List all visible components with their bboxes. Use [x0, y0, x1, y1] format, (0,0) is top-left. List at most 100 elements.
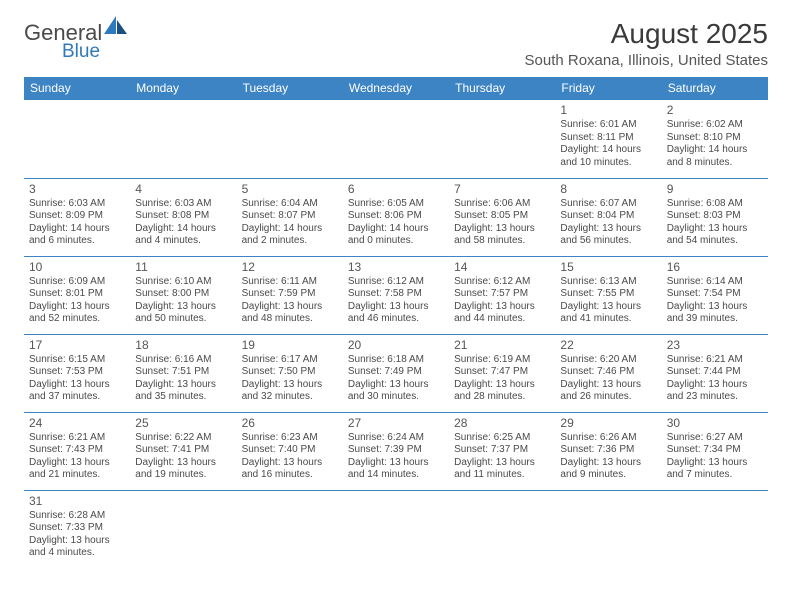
sunrise-text: Sunrise: 6:09 AM — [29, 276, 125, 289]
daylight-text: Daylight: 13 hours — [242, 301, 338, 314]
daylight-text: and 39 minutes. — [667, 313, 763, 326]
sunset-text: Sunset: 7:54 PM — [667, 288, 763, 301]
calendar-empty-cell — [449, 490, 555, 568]
daylight-text: and 7 minutes. — [667, 469, 763, 482]
sunset-text: Sunset: 7:49 PM — [348, 366, 444, 379]
daylight-text: and 52 minutes. — [29, 313, 125, 326]
day-header: Saturday — [662, 77, 768, 100]
daylight-text: Daylight: 13 hours — [454, 301, 550, 314]
daylight-text: Daylight: 13 hours — [454, 457, 550, 470]
sunset-text: Sunset: 8:06 PM — [348, 210, 444, 223]
daylight-text: Daylight: 13 hours — [29, 379, 125, 392]
sunset-text: Sunset: 7:53 PM — [29, 366, 125, 379]
sunrise-text: Sunrise: 6:21 AM — [667, 354, 763, 367]
calendar-day-cell: 9Sunrise: 6:08 AMSunset: 8:03 PMDaylight… — [662, 178, 768, 256]
sunrise-text: Sunrise: 6:14 AM — [667, 276, 763, 289]
daylight-text: Daylight: 14 hours — [348, 223, 444, 236]
daylight-text: and 26 minutes. — [560, 391, 656, 404]
sunset-text: Sunset: 7:44 PM — [667, 366, 763, 379]
calendar-day-cell: 12Sunrise: 6:11 AMSunset: 7:59 PMDayligh… — [237, 256, 343, 334]
location-text: South Roxana, Illinois, United States — [525, 52, 768, 69]
calendar-week-row: 17Sunrise: 6:15 AMSunset: 7:53 PMDayligh… — [24, 334, 768, 412]
day-number: 5 — [242, 182, 338, 197]
daylight-text: Daylight: 13 hours — [560, 301, 656, 314]
sunrise-text: Sunrise: 6:26 AM — [560, 432, 656, 445]
calendar-week-row: 1Sunrise: 6:01 AMSunset: 8:11 PMDaylight… — [24, 100, 768, 178]
sunrise-text: Sunrise: 6:13 AM — [560, 276, 656, 289]
sail-icon — [102, 14, 128, 36]
daylight-text: Daylight: 13 hours — [560, 223, 656, 236]
calendar-day-cell: 26Sunrise: 6:23 AMSunset: 7:40 PMDayligh… — [237, 412, 343, 490]
daylight-text: and 48 minutes. — [242, 313, 338, 326]
daylight-text: Daylight: 13 hours — [667, 223, 763, 236]
daylight-text: Daylight: 14 hours — [667, 144, 763, 157]
day-header: Wednesday — [343, 77, 449, 100]
daylight-text: and 16 minutes. — [242, 469, 338, 482]
calendar-day-cell: 20Sunrise: 6:18 AMSunset: 7:49 PMDayligh… — [343, 334, 449, 412]
sunset-text: Sunset: 8:03 PM — [667, 210, 763, 223]
daylight-text: Daylight: 13 hours — [29, 535, 125, 548]
sunset-text: Sunset: 7:34 PM — [667, 444, 763, 457]
daylight-text: and 41 minutes. — [560, 313, 656, 326]
daylight-text: Daylight: 13 hours — [667, 379, 763, 392]
daylight-text: and 9 minutes. — [560, 469, 656, 482]
day-number: 19 — [242, 338, 338, 353]
calendar-day-cell: 18Sunrise: 6:16 AMSunset: 7:51 PMDayligh… — [130, 334, 236, 412]
logo: General Blue — [24, 18, 128, 61]
day-number: 24 — [29, 416, 125, 431]
calendar-day-cell: 8Sunrise: 6:07 AMSunset: 8:04 PMDaylight… — [555, 178, 661, 256]
sunset-text: Sunset: 7:51 PM — [135, 366, 231, 379]
daylight-text: and 46 minutes. — [348, 313, 444, 326]
daylight-text: Daylight: 14 hours — [135, 223, 231, 236]
month-title: August 2025 — [525, 18, 768, 50]
sunrise-text: Sunrise: 6:04 AM — [242, 198, 338, 211]
calendar-day-cell: 28Sunrise: 6:25 AMSunset: 7:37 PMDayligh… — [449, 412, 555, 490]
calendar-week-row: 31Sunrise: 6:28 AMSunset: 7:33 PMDayligh… — [24, 490, 768, 568]
daylight-text: Daylight: 13 hours — [29, 457, 125, 470]
calendar-day-cell: 13Sunrise: 6:12 AMSunset: 7:58 PMDayligh… — [343, 256, 449, 334]
daylight-text: and 37 minutes. — [29, 391, 125, 404]
sunset-text: Sunset: 7:37 PM — [454, 444, 550, 457]
calendar-empty-cell — [555, 490, 661, 568]
day-number: 27 — [348, 416, 444, 431]
sunrise-text: Sunrise: 6:08 AM — [667, 198, 763, 211]
sunrise-text: Sunrise: 6:17 AM — [242, 354, 338, 367]
day-header: Sunday — [24, 77, 130, 100]
daylight-text: and 21 minutes. — [29, 469, 125, 482]
calendar-day-cell: 17Sunrise: 6:15 AMSunset: 7:53 PMDayligh… — [24, 334, 130, 412]
sunset-text: Sunset: 7:55 PM — [560, 288, 656, 301]
sunrise-text: Sunrise: 6:22 AM — [135, 432, 231, 445]
day-number: 26 — [242, 416, 338, 431]
logo-blue: Blue — [62, 42, 128, 61]
calendar-empty-cell — [662, 490, 768, 568]
day-number: 7 — [454, 182, 550, 197]
daylight-text: and 50 minutes. — [135, 313, 231, 326]
calendar-empty-cell — [449, 100, 555, 178]
sunset-text: Sunset: 7:59 PM — [242, 288, 338, 301]
day-header: Monday — [130, 77, 236, 100]
day-number: 11 — [135, 260, 231, 275]
sunset-text: Sunset: 7:39 PM — [348, 444, 444, 457]
sunset-text: Sunset: 7:43 PM — [29, 444, 125, 457]
day-number: 15 — [560, 260, 656, 275]
calendar-day-cell: 10Sunrise: 6:09 AMSunset: 8:01 PMDayligh… — [24, 256, 130, 334]
sunrise-text: Sunrise: 6:01 AM — [560, 119, 656, 132]
sunset-text: Sunset: 8:01 PM — [29, 288, 125, 301]
day-header: Tuesday — [237, 77, 343, 100]
calendar-day-cell: 15Sunrise: 6:13 AMSunset: 7:55 PMDayligh… — [555, 256, 661, 334]
sunset-text: Sunset: 8:07 PM — [242, 210, 338, 223]
sunrise-text: Sunrise: 6:21 AM — [29, 432, 125, 445]
daylight-text: Daylight: 13 hours — [560, 457, 656, 470]
sunset-text: Sunset: 7:57 PM — [454, 288, 550, 301]
sunset-text: Sunset: 7:46 PM — [560, 366, 656, 379]
day-number: 20 — [348, 338, 444, 353]
day-number: 18 — [135, 338, 231, 353]
sunrise-text: Sunrise: 6:03 AM — [29, 198, 125, 211]
day-number: 1 — [560, 103, 656, 118]
calendar-day-cell: 3Sunrise: 6:03 AMSunset: 8:09 PMDaylight… — [24, 178, 130, 256]
daylight-text: Daylight: 13 hours — [348, 379, 444, 392]
sunrise-text: Sunrise: 6:12 AM — [348, 276, 444, 289]
calendar-empty-cell — [237, 490, 343, 568]
sunrise-text: Sunrise: 6:16 AM — [135, 354, 231, 367]
day-number: 13 — [348, 260, 444, 275]
